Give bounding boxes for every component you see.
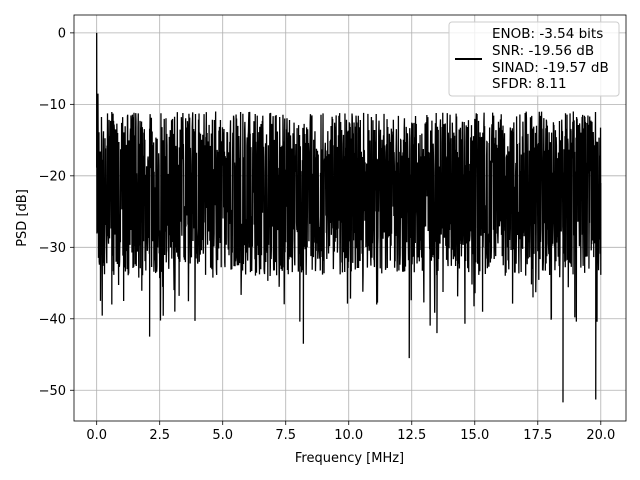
y-tick-label: −20 bbox=[39, 169, 66, 184]
y-tick-label: −10 bbox=[39, 98, 66, 113]
x-tick-label: 12.5 bbox=[397, 428, 426, 443]
legend-entry-sfdr: SFDR: 8.11 bbox=[492, 76, 567, 92]
x-tick-label: 10.0 bbox=[334, 428, 363, 443]
y-tick-label: −30 bbox=[39, 241, 66, 256]
psd-trace-line bbox=[96, 32, 602, 403]
y-tick-label: −40 bbox=[39, 312, 66, 327]
legend: ENOB: -3.54 bits SNR: -19.56 dB SINAD: -… bbox=[448, 21, 620, 97]
legend-entry-snr: SNR: -19.56 dB bbox=[492, 43, 594, 59]
x-tick-label: 2.5 bbox=[149, 428, 170, 443]
x-tick-label: 20.0 bbox=[586, 428, 615, 443]
y-tick-label: 0 bbox=[58, 26, 66, 41]
y-tick-label: −50 bbox=[39, 384, 66, 399]
psd-series bbox=[96, 32, 602, 403]
legend-box bbox=[448, 21, 620, 97]
plot-frame bbox=[73, 14, 627, 422]
legend-entry-sinad: SINAD: -19.57 dB bbox=[492, 60, 609, 76]
x-axis-label: Frequency [MHz] bbox=[295, 451, 404, 466]
legend-entry-enob: ENOB: -3.54 bits bbox=[492, 26, 603, 42]
y-axis-label: PSD [dB] bbox=[15, 189, 30, 247]
x-tick-label: 7.5 bbox=[275, 428, 296, 443]
axis-ticks: 0.0 2.5 5.0 7.5 10.0 12.5 15.0 17.5 20.0 0 −10 −20 −… bbox=[39, 26, 616, 443]
x-tick-label: 0.0 bbox=[86, 428, 107, 443]
x-tick-label: 17.5 bbox=[523, 428, 552, 443]
x-tick-label: 15.0 bbox=[460, 428, 489, 443]
x-tick-label: 5.0 bbox=[212, 428, 233, 443]
